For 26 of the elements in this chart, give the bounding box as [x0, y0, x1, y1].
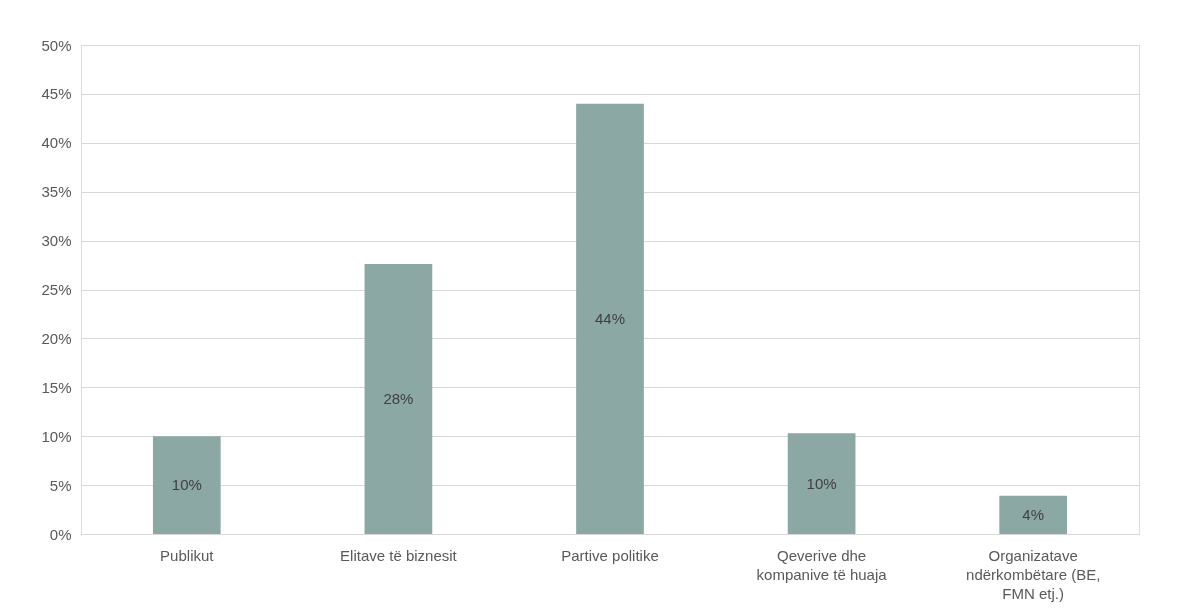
x-tick-label: Publikut — [160, 546, 215, 564]
data-label: 10% — [806, 474, 837, 492]
bar — [999, 495, 1068, 534]
bar — [787, 433, 856, 534]
y-tick-label: 10% — [41, 427, 72, 445]
x-tick-label: Organizatave ndërkombëtare (BE, FMN etj.) — [966, 546, 1101, 602]
x-tick-label: Qeverive dhe kompanive të huaja — [756, 546, 888, 583]
y-tick-label: 50% — [41, 36, 72, 54]
bar — [152, 436, 221, 534]
y-tick-label: 25% — [41, 281, 72, 298]
x-tick-label: Elitave të biznesit — [340, 546, 458, 564]
y-tick-label: 45% — [41, 85, 72, 103]
y-tick-label: 5% — [49, 476, 72, 494]
data-label: 4% — [1022, 505, 1045, 523]
y-tick-label: 15% — [41, 378, 72, 396]
y-tick-label: 0% — [49, 525, 72, 543]
data-label: 44% — [594, 309, 626, 327]
bar — [576, 103, 644, 534]
data-label: 28% — [383, 390, 414, 408]
y-tick-label: 40% — [41, 134, 72, 152]
data-label: 10% — [171, 476, 202, 494]
x-tick-label: Partive politike — [561, 546, 659, 564]
y-tick-label: 30% — [41, 232, 72, 250]
y-tick-label: 20% — [41, 329, 72, 347]
bar — [364, 264, 433, 534]
y-tick-label: 35% — [41, 183, 72, 201]
